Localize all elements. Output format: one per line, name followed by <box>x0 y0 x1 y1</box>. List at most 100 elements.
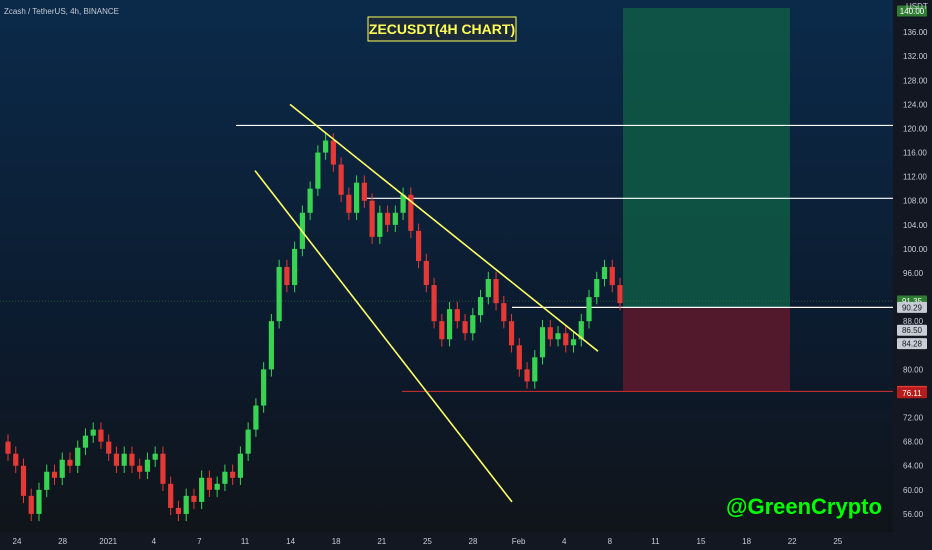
candle-body <box>369 200 375 237</box>
y-tick-label: 108.00 <box>903 197 928 206</box>
x-tick-label: 24 <box>13 537 22 546</box>
candle-body <box>13 453 19 466</box>
candle-body <box>462 321 468 334</box>
candle-body <box>508 321 515 346</box>
candle-body <box>20 465 27 496</box>
candle-body <box>617 285 623 304</box>
y-tick-label: 124.00 <box>903 100 928 109</box>
candle-body <box>292 248 298 286</box>
candle-body <box>446 309 453 340</box>
candle-body <box>199 477 205 502</box>
candle-body <box>307 188 313 213</box>
price-tag-label: 84.28 <box>902 340 923 349</box>
candle-body <box>214 483 220 490</box>
target-zone <box>623 8 790 308</box>
candle-body <box>555 333 561 340</box>
x-tick-label: 4 <box>152 537 157 546</box>
candle-body <box>439 321 445 340</box>
price-tag-label: 86.50 <box>902 326 923 335</box>
candle-body <box>501 303 507 322</box>
candle-body <box>284 266 290 286</box>
candle-body <box>5 441 11 454</box>
candle-body <box>454 309 460 322</box>
candle-body <box>532 357 538 382</box>
price-tag <box>897 5 927 17</box>
candle-body <box>609 266 615 286</box>
candle-body <box>586 297 592 322</box>
y-tick-label: 112.00 <box>903 173 927 182</box>
price-tag <box>897 387 927 399</box>
x-tick-label: 18 <box>742 537 751 546</box>
y-tick-label: 56.00 <box>903 510 924 519</box>
candle-body <box>276 266 282 322</box>
y-tick-label: 116.00 <box>903 149 927 158</box>
candle-body <box>222 471 228 484</box>
price-tag-label: 90.29 <box>902 303 923 312</box>
candle-body <box>477 297 484 316</box>
price-tag-label: 140.00 <box>900 7 925 16</box>
candle-body <box>268 321 274 370</box>
y-tick-label: 128.00 <box>903 76 928 85</box>
x-tick-label: 25 <box>423 537 432 546</box>
candle-body <box>59 459 65 478</box>
candle-body <box>90 429 96 436</box>
candle-body <box>191 495 197 502</box>
y-tick-label: 64.00 <box>903 462 924 471</box>
time-axis-panel <box>0 532 932 550</box>
candle-body <box>121 453 127 466</box>
candle-body <box>36 489 42 514</box>
price-tag-label: 76.11 <box>902 389 922 398</box>
candlestick-series <box>5 133 623 522</box>
y-tick-label: 100.00 <box>903 245 928 254</box>
candle-body <box>175 507 182 514</box>
trendlines <box>254 103 599 503</box>
x-tick-label: 8 <box>608 537 613 546</box>
x-tick-label: 21 <box>377 537 386 546</box>
candle-body <box>570 339 577 346</box>
y-tick-label: 132.00 <box>903 52 928 61</box>
candle-body <box>594 279 600 298</box>
x-tick-label: 15 <box>697 537 706 546</box>
candle-body <box>98 429 104 442</box>
candle-body <box>28 495 34 514</box>
candle-body <box>245 429 251 454</box>
candle-body <box>67 459 73 466</box>
candle-body <box>106 441 112 454</box>
price-tag <box>897 324 927 336</box>
x-tick-label: 11 <box>241 537 250 546</box>
candle-body <box>137 465 143 472</box>
time-axis: 24 28 2021 4 7 11 14 18 21 25 28 Feb 4 8 11 15 18 22 25 <box>13 537 843 546</box>
candle-body <box>400 194 406 213</box>
x-tick-label: 11 <box>651 537 660 546</box>
candle-body <box>230 471 236 478</box>
candle-body <box>578 321 584 340</box>
candle-body <box>539 327 546 358</box>
candle-body <box>408 194 414 231</box>
candle-body <box>237 453 244 478</box>
candle-body <box>113 453 120 466</box>
candle-body <box>129 453 135 466</box>
x-tick-label: 28 <box>469 537 478 546</box>
candle-body <box>563 333 569 346</box>
candle-body <box>323 140 329 153</box>
x-tick-label: 14 <box>286 537 295 546</box>
price-tag-label: 91.35 <box>902 297 923 306</box>
candle-body <box>516 345 522 370</box>
stop-zone <box>623 307 790 392</box>
chart-title-box <box>367 16 517 42</box>
candle-body <box>354 182 360 213</box>
symbol-info: Zcash / TetherUS, 4h, BINANCE <box>4 7 119 16</box>
candle-body <box>377 212 383 237</box>
chart-title: ZECUSDT(4H CHART) <box>369 21 515 37</box>
y-tick-label: 136.00 <box>903 28 928 37</box>
candle-body <box>315 152 321 189</box>
candle-body <box>524 369 530 382</box>
candle-body <box>384 212 391 225</box>
y-tick-label: 120.00 <box>903 124 928 133</box>
y-tick-label: 68.00 <box>903 438 924 447</box>
horizontal-levels <box>0 124 893 392</box>
y-tick-label: 72.00 <box>903 414 924 423</box>
candle-body <box>392 212 398 225</box>
candle-body <box>261 369 267 406</box>
